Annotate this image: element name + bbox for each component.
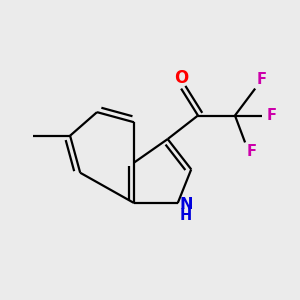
Text: F: F	[247, 144, 257, 159]
Text: F: F	[267, 108, 277, 123]
Text: H: H	[180, 208, 192, 223]
Text: F: F	[257, 72, 267, 87]
Text: O: O	[174, 69, 188, 87]
Text: N: N	[179, 197, 193, 212]
